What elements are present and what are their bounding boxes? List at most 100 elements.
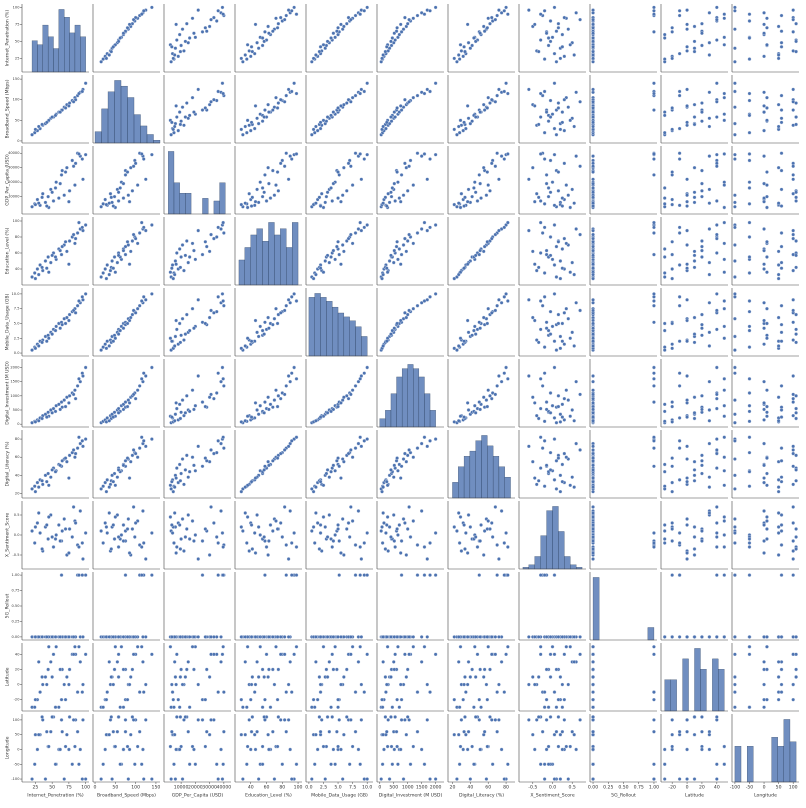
scatter-point: [560, 462, 565, 467]
scatter-point: [733, 439, 737, 443]
scatter-point: [411, 644, 416, 649]
scatter-point: [415, 573, 420, 577]
scatter-point: [135, 306, 140, 311]
scatter-point: [722, 635, 727, 639]
scatter-point: [662, 247, 667, 251]
scatter-point: [791, 236, 796, 241]
scatter-point: [99, 59, 103, 64]
scatter-point: [365, 5, 370, 10]
scatter-point: [685, 729, 689, 734]
scatter-point: [111, 682, 116, 687]
scatter-point: [381, 485, 385, 489]
scatter-point: [670, 202, 675, 207]
scatter-point: [652, 225, 656, 230]
scatter-point: [362, 371, 367, 376]
scatter-point: [239, 525, 244, 529]
scatter-point: [75, 303, 80, 308]
scatter-point: [546, 186, 551, 190]
scatter-point: [677, 635, 682, 639]
scatter-point: [692, 340, 697, 345]
scatter-point: [762, 128, 766, 133]
scatter-point: [63, 170, 68, 174]
scatter-point: [490, 535, 495, 539]
scatter-point: [59, 697, 64, 702]
scatter-point: [67, 189, 72, 193]
scatter-point: [249, 523, 254, 527]
scatter-point: [532, 682, 537, 687]
scatter-point: [700, 31, 704, 36]
scatter-point: [262, 39, 267, 44]
histogram-bar: [592, 577, 600, 641]
scatter-point: [747, 391, 752, 395]
scatter-point: [266, 315, 270, 320]
scatter-point: [67, 476, 71, 480]
scatter-point: [176, 697, 181, 702]
scatter-point: [466, 660, 471, 664]
scatter-point: [776, 395, 781, 400]
scatter-point: [263, 400, 267, 404]
scatter-point: [336, 523, 340, 527]
scatter-point: [762, 262, 766, 267]
scatter-point: [765, 25, 769, 30]
scatter-point: [562, 310, 567, 315]
scatter-point: [433, 437, 438, 441]
scatter-point: [137, 446, 142, 450]
scatter-point: [591, 379, 595, 384]
scatter-point: [489, 97, 494, 102]
scatter-point: [77, 762, 81, 767]
histogram-bar: [280, 228, 287, 286]
scatter-point: [591, 448, 595, 452]
scatter-point: [121, 181, 126, 186]
scatter-point: [244, 705, 249, 710]
scatter-point: [33, 525, 38, 529]
scatter-point: [270, 168, 275, 173]
scatter-point: [262, 468, 267, 472]
scatter-point: [339, 199, 343, 204]
x-tick-label: 150: [152, 785, 161, 791]
histogram-bar: [308, 297, 315, 357]
scatter-point: [358, 545, 363, 549]
scatter-point: [542, 157, 547, 161]
scatter-point: [794, 195, 798, 200]
scatter-point: [286, 374, 291, 378]
scatter-point: [209, 505, 213, 509]
scatter-point: [791, 87, 796, 92]
scatter-point: [464, 690, 468, 694]
scatter-point: [174, 38, 179, 42]
scatter-point: [700, 255, 704, 259]
scatter-point: [362, 225, 367, 230]
scatter-point: [591, 308, 595, 313]
scatter-point: [677, 157, 682, 161]
scatter-point: [67, 401, 71, 405]
scatter-point: [765, 456, 769, 460]
scatter-point: [381, 124, 385, 129]
scatter-point: [685, 479, 689, 484]
scatter-point: [425, 177, 430, 182]
scatter-point: [488, 393, 492, 398]
scatter-point: [685, 87, 689, 92]
histogram-bar: [570, 564, 577, 570]
scatter-point: [81, 557, 85, 561]
x-axis-label: 5G_Rollout: [611, 793, 636, 799]
scatter-point: [685, 266, 689, 271]
scatter-point: [765, 194, 769, 199]
scatter-point: [178, 122, 183, 127]
scatter-point: [262, 410, 267, 415]
scatter-point: [747, 652, 752, 657]
scatter-point: [111, 44, 116, 49]
scatter-point: [384, 44, 389, 49]
scatter-point: [552, 690, 557, 694]
scatter-point: [245, 644, 250, 649]
scatter-point: [527, 87, 531, 92]
scatter-point: [662, 275, 667, 279]
scatter-point: [180, 777, 185, 781]
y-tick-label: 80: [15, 235, 20, 239]
scatter-point: [139, 376, 144, 381]
scatter-point: [325, 115, 330, 119]
scatter-point: [196, 682, 201, 687]
scatter-point: [329, 255, 333, 259]
scatter-point: [591, 777, 595, 781]
scatter-point: [143, 374, 148, 378]
scatter-point: [484, 777, 489, 781]
scatter-point: [116, 410, 121, 415]
